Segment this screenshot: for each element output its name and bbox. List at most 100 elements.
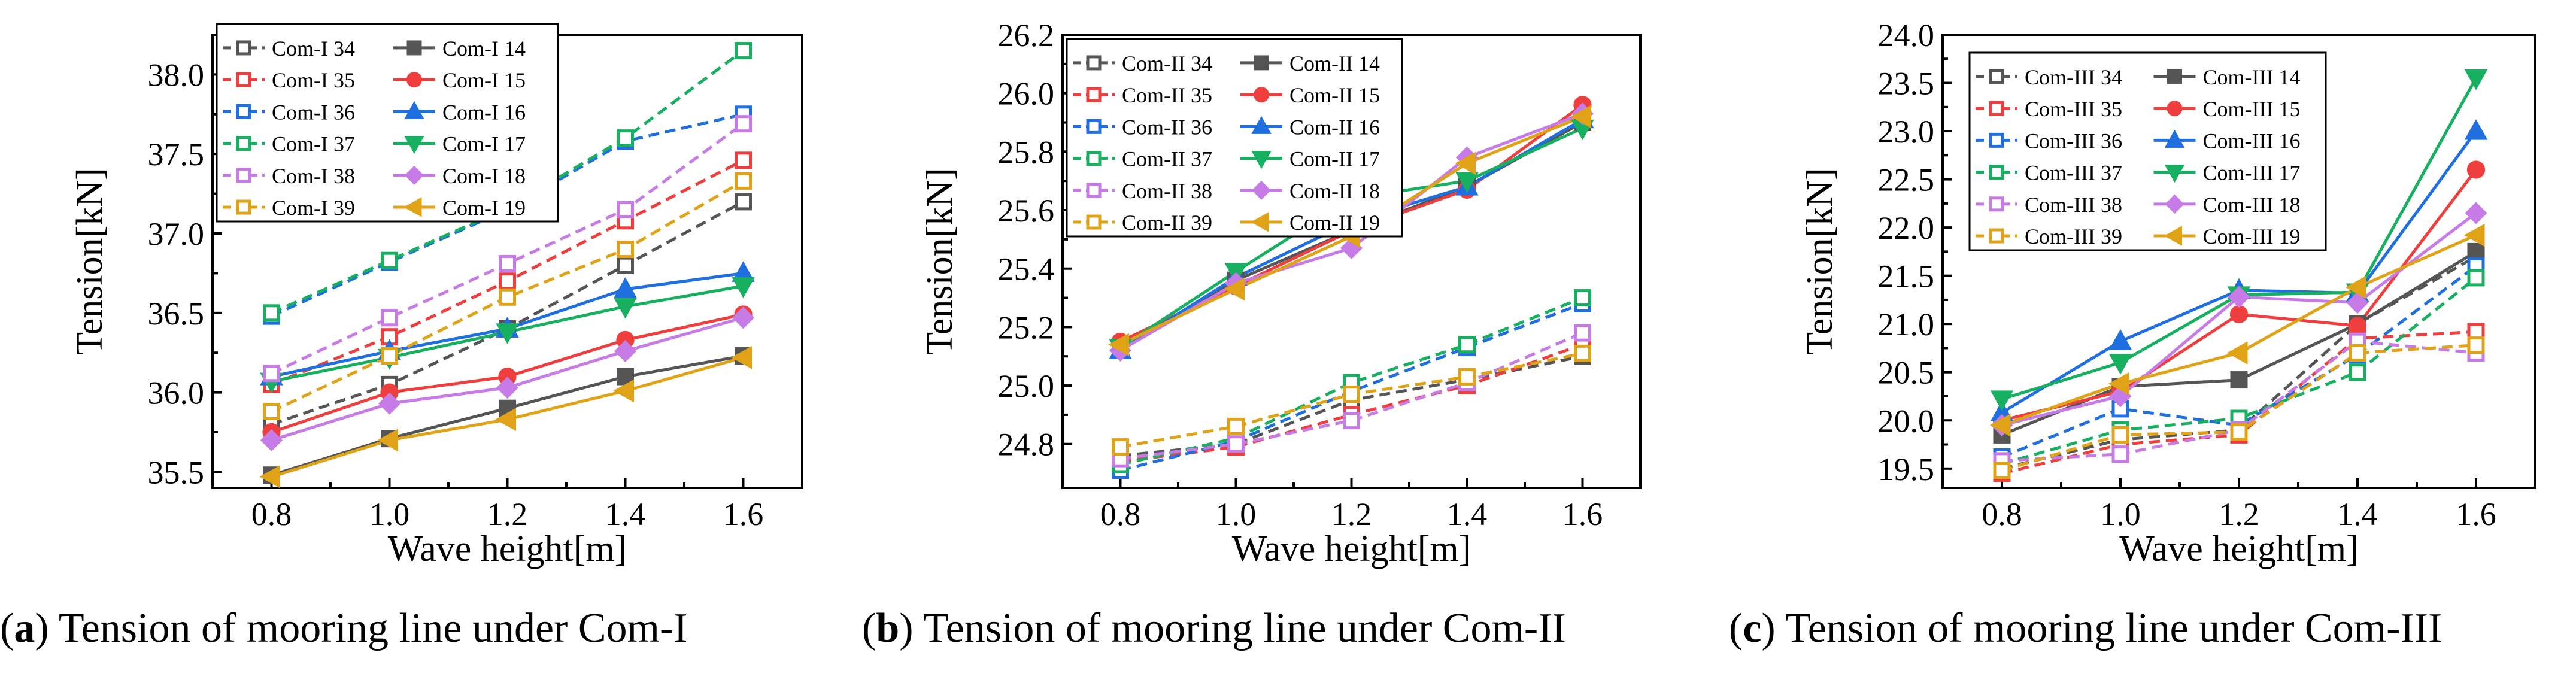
legend-marker	[236, 199, 251, 215]
y-tick-label: 20.0	[1878, 403, 1935, 439]
legend-marker	[2165, 194, 2184, 214]
y-tick-label: 35.5	[148, 454, 205, 490]
legend-marker	[236, 40, 251, 56]
data-point	[2111, 445, 2129, 463]
legend-label: Com-II 15	[1289, 83, 1380, 107]
data-point	[377, 429, 398, 452]
x-axis-label: Wave height[m]	[388, 529, 627, 569]
data-point	[2230, 371, 2248, 389]
y-tick-label: 37.0	[148, 216, 205, 252]
x-tick-label: 1.2	[1331, 496, 1372, 532]
legend-marker	[1989, 132, 2004, 148]
legend-label: Com-II 38	[1122, 179, 1212, 203]
series-line	[1119, 296, 1583, 466]
data-point	[2345, 275, 2366, 299]
data-point	[2465, 202, 2487, 224]
legend-label: Com-I 18	[442, 164, 526, 188]
legend-label: Com-III 16	[2203, 129, 2301, 153]
data-point	[2230, 423, 2248, 441]
legend-marker	[1989, 101, 2004, 116]
legend-marker	[2164, 129, 2185, 148]
y-tick-label: 26.2	[998, 17, 1055, 53]
legend-label: Com-II 37	[1122, 147, 1212, 171]
data-point	[1108, 333, 1129, 356]
x-tick-label: 1.4	[605, 496, 646, 532]
y-tick-label: 22.0	[1878, 210, 1935, 246]
y-tick-label: 19.5	[1878, 451, 1935, 487]
data-point	[1227, 435, 1245, 453]
legend-marker	[236, 72, 251, 87]
legend-label: Com-I 17	[442, 132, 526, 156]
legend: Com-II 34 Com-II 14 Com-II 35 Com-II 15 Com-…	[1066, 38, 1403, 238]
legend-marker	[1086, 55, 1102, 71]
data-point	[2346, 292, 2369, 314]
data-point	[263, 365, 280, 383]
data-point	[1574, 324, 1591, 342]
data-point	[2463, 223, 2485, 247]
data-point	[735, 115, 752, 133]
y-tick-label: 22.5	[1878, 162, 1935, 198]
legend-label: Com-III 15	[2203, 97, 2301, 121]
legend-label: Com-II 14	[1289, 51, 1380, 75]
data-point	[613, 379, 634, 403]
chart-panel-2: 0.8 1.0 1.2 1.4 1.6 24.8 25.0 25.2 25.4 25.6 25.8 2…	[920, 17, 1642, 569]
data-point	[617, 368, 634, 386]
y-tick-label: 36.5	[148, 296, 205, 332]
data-point	[499, 272, 516, 290]
data-point	[2108, 372, 2129, 396]
data-point	[617, 129, 634, 147]
data-point	[1570, 105, 1591, 128]
legend: Com-III 34 Com-III 14 Com-III 35 Com-III 15…	[1968, 51, 2327, 251]
y-tick-label: 23.0	[1878, 114, 1935, 150]
legend-label: Com-II 17	[1289, 147, 1380, 171]
legend-marker	[1086, 119, 1102, 134]
data-point	[260, 429, 283, 451]
legend-marker	[406, 40, 422, 56]
data-point	[496, 377, 519, 399]
legend-label: Com-I 35	[272, 68, 355, 92]
data-point	[1458, 368, 1476, 386]
legend-marker	[1086, 151, 1102, 166]
legend-marker	[1989, 228, 2004, 244]
data-point	[2108, 354, 2132, 375]
caption-c: (c) Tension of mooring line under Com-II…	[1729, 605, 2443, 651]
x-tick-label: 1.4	[2337, 496, 2378, 532]
y-tick-label: 21.5	[1878, 259, 1935, 295]
data-point	[2467, 269, 2485, 287]
data-point	[259, 465, 280, 488]
legend-marker	[1251, 116, 1272, 134]
legend-label: Com-I 34	[272, 37, 355, 60]
legend-label: Com-I 37	[272, 132, 355, 156]
data-point	[735, 193, 752, 211]
data-point	[617, 256, 634, 274]
y-tick-label: 21.0	[1878, 306, 1935, 342]
legend-label: Com-II 16	[1289, 115, 1380, 139]
legend-marker	[1086, 87, 1102, 102]
data-point	[2348, 317, 2367, 335]
x-tick-label: 0.8	[251, 496, 292, 532]
data-point	[732, 277, 755, 298]
legend-marker	[1251, 180, 1272, 200]
legend-marker	[404, 165, 424, 185]
legend-marker	[2167, 69, 2182, 84]
legend-label: Com-III 36	[2025, 129, 2122, 153]
legend-label: Com-II 36	[1122, 115, 1212, 139]
y-tick-label: 25.2	[998, 309, 1055, 345]
x-tick-label: 1.6	[2456, 496, 2496, 532]
y-axis-label: Tension[kN]	[920, 168, 960, 354]
data-point	[614, 277, 637, 298]
legend-marker	[1989, 196, 2004, 212]
data-point	[1112, 438, 1129, 456]
data-point	[263, 403, 280, 421]
y-tick-label: 24.8	[998, 427, 1055, 463]
x-tick-label: 0.8	[1100, 496, 1141, 532]
data-point	[2466, 160, 2486, 179]
legend-label: Com-III 18	[2203, 193, 2301, 217]
data-point	[2226, 341, 2248, 365]
legend-marker	[1086, 214, 1102, 230]
caption-b-text: Tension of mooring line under Com-II	[923, 605, 1566, 651]
legend-marker	[1254, 87, 1269, 103]
data-point	[614, 298, 637, 319]
data-point	[1574, 289, 1591, 307]
